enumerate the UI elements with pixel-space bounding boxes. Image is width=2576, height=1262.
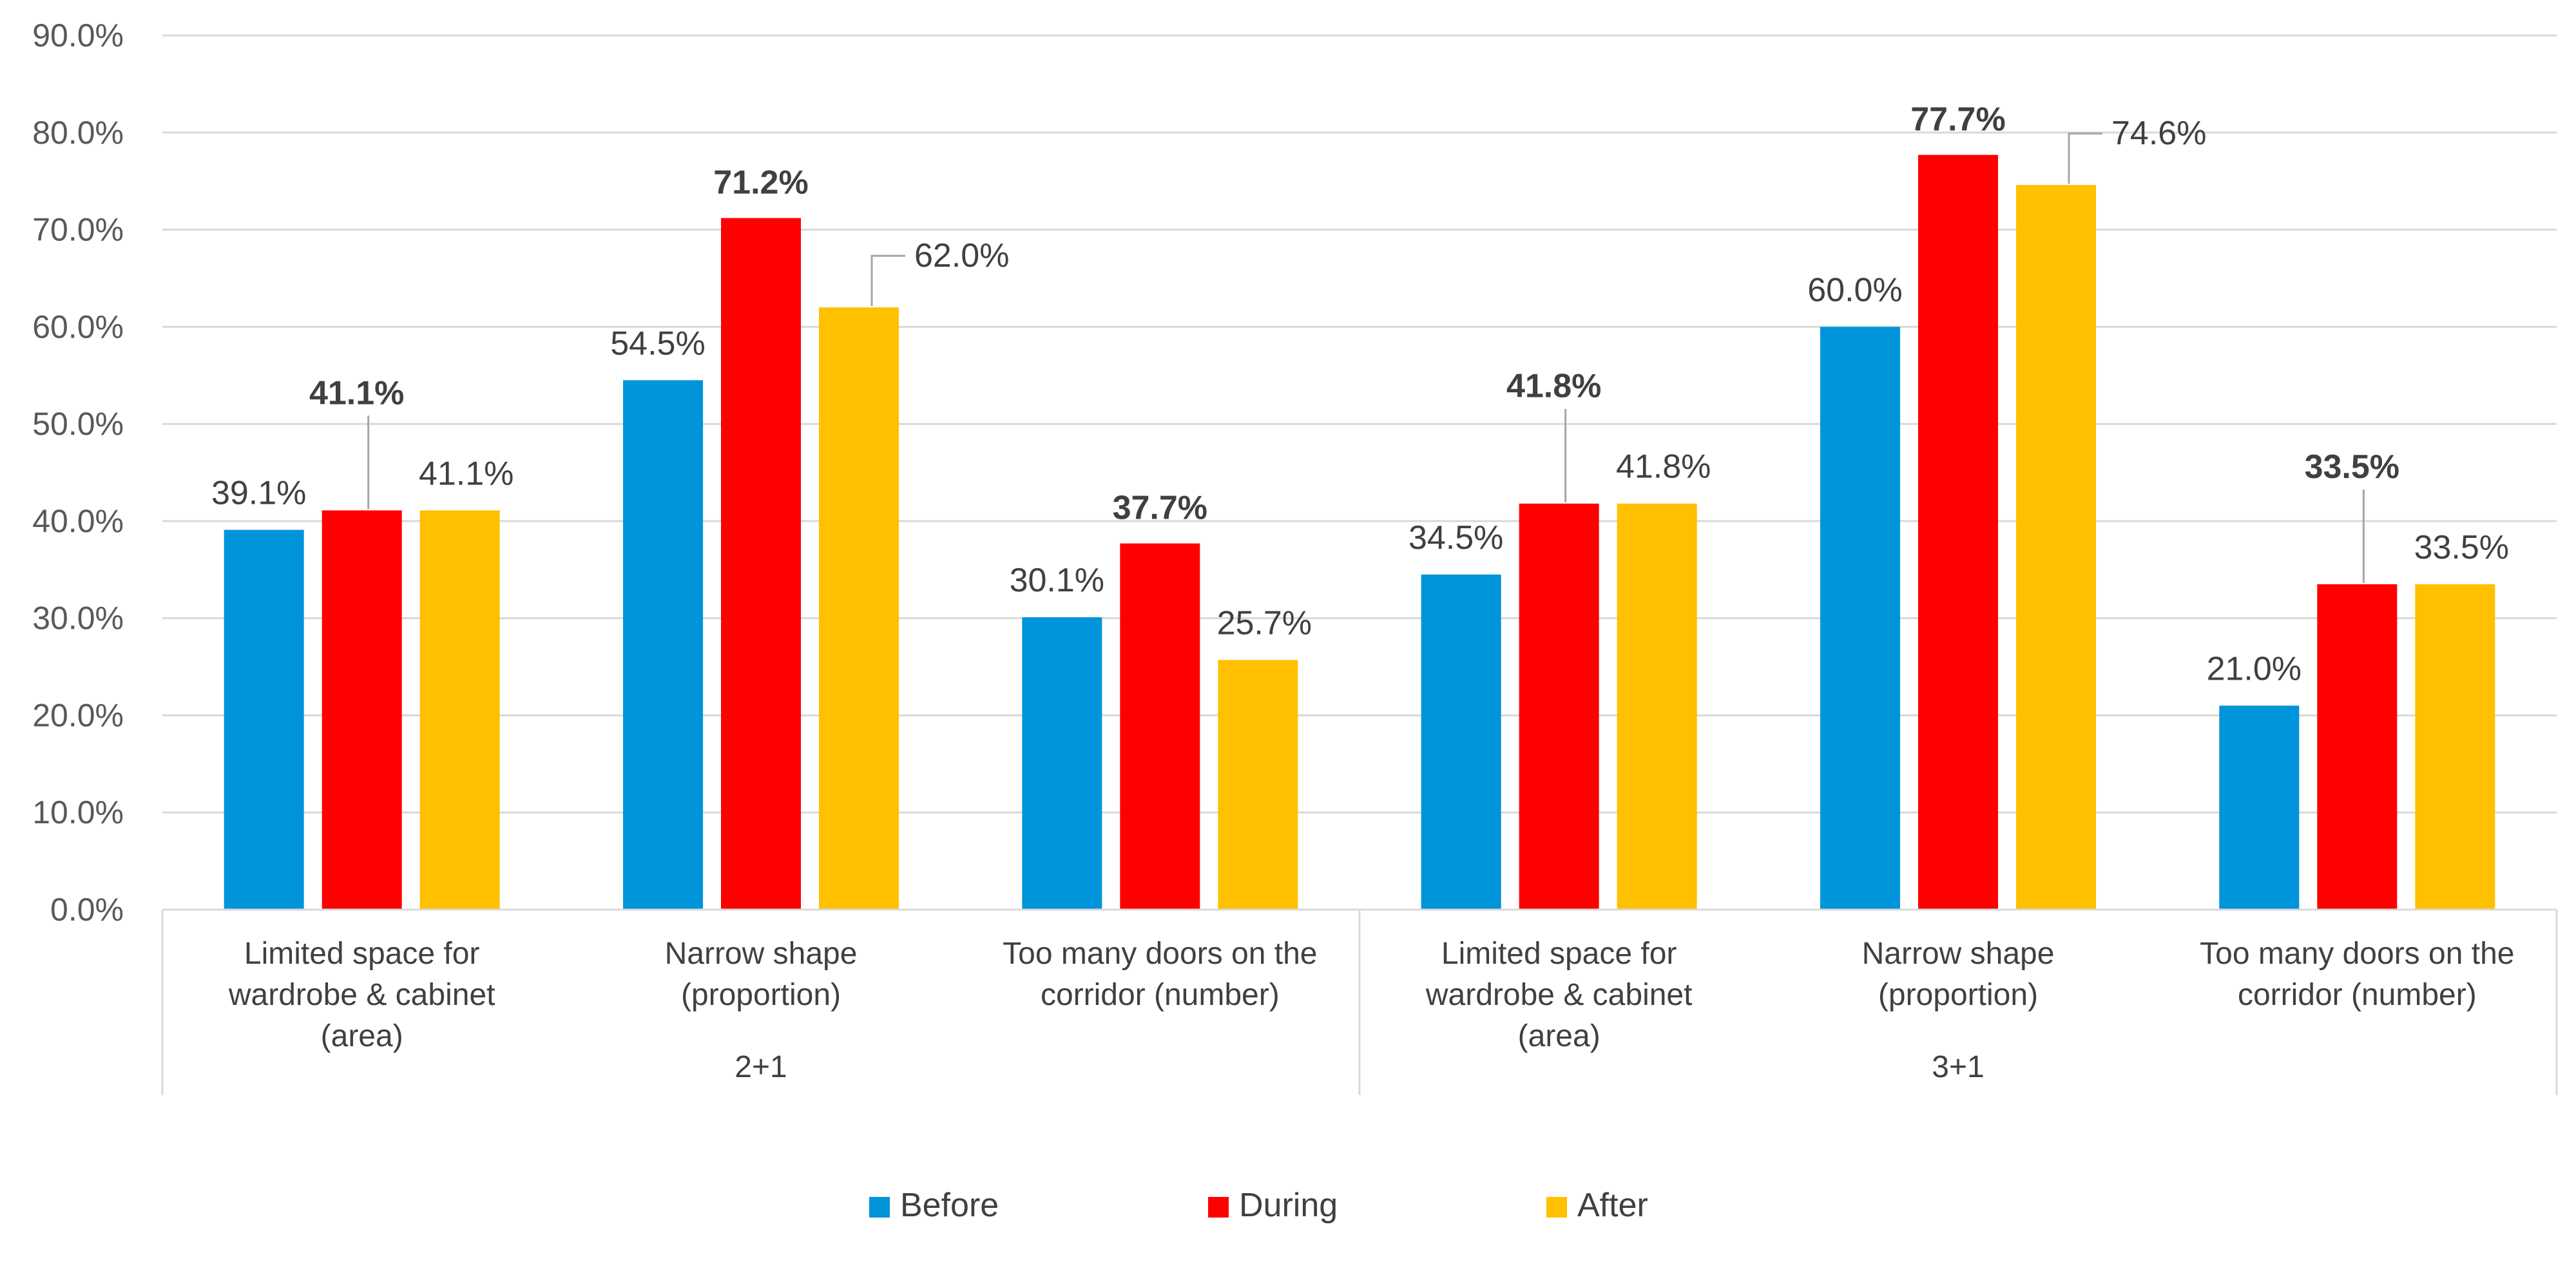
y-axis-ticks: 0.0% 10.0% 20.0% 30.0% 40.0% 50.0% 60.0% 70.0% 8… <box>32 17 124 928</box>
legend-swatch-during <box>1208 1197 1229 1218</box>
bar-during-1 <box>322 510 402 910</box>
y-tick-label: 80.0% <box>32 115 124 151</box>
group-label-1: 2+1 <box>735 1050 787 1084</box>
leader-line-after-2 <box>870 254 905 307</box>
bar-after-6 <box>2415 584 2495 910</box>
y-tick-label: 20.0% <box>32 697 124 733</box>
bar-before-5 <box>1820 327 1900 910</box>
y-tick-label: 0.0% <box>50 892 124 928</box>
x-axis: Limited space for wardrobe & cabinet (area… <box>161 908 2558 1095</box>
data-label-before-3: 30.1% <box>1010 562 1104 599</box>
bar-after-5 <box>2016 185 2096 910</box>
bar-after-4 <box>1617 503 1697 910</box>
category-label-4: Limited space for wardrobe & cabinet (area… <box>1425 937 1693 1053</box>
bar-after-2 <box>819 307 899 910</box>
bar-during-2 <box>721 218 801 910</box>
category-label-2: Narrow shape (proportion) <box>665 937 858 1012</box>
legend-swatch-before <box>869 1197 890 1218</box>
legend-label-after: After <box>1577 1187 1648 1224</box>
category-label-3: Too many doors on the corridor (number) <box>1003 937 1317 1012</box>
category-label-1: Limited space for wardrobe & cabinet (area… <box>228 937 495 1053</box>
bar-before-4 <box>1421 574 1501 910</box>
data-label-after-4: 41.8% <box>1616 448 1711 486</box>
data-label-before-5: 60.0% <box>1807 271 1902 309</box>
group-label-2: 3+1 <box>1932 1050 1984 1084</box>
bar-during-4 <box>1519 503 1599 910</box>
data-label-during-2: 71.2% <box>713 164 808 201</box>
data-label-after-2: 62.0% <box>914 237 1009 274</box>
category-label-6: Too many doors on the corridor (number) <box>2200 937 2514 1012</box>
data-label-during-6: 33.5% <box>2305 448 2399 486</box>
bar-before-6 <box>2219 705 2300 910</box>
data-label-before-6: 21.0% <box>2207 650 2302 687</box>
bar-after-1 <box>419 510 500 910</box>
legend-label-before: Before <box>900 1187 999 1224</box>
data-label-after-3: 25.7% <box>1217 605 1312 642</box>
y-tick-label: 40.0% <box>32 503 124 539</box>
legend-swatch-after <box>1546 1197 1567 1218</box>
y-tick-label: 90.0% <box>32 17 124 53</box>
bar-during-5 <box>1918 155 1998 910</box>
bar-before-2 <box>623 380 703 910</box>
bar-after-3 <box>1218 660 1298 910</box>
legend: Before During After <box>869 1187 1648 1224</box>
data-label-before-2: 54.5% <box>610 325 705 362</box>
y-tick-label: 50.0% <box>32 406 124 442</box>
bar-before-3 <box>1022 617 1102 910</box>
y-tick-label: 60.0% <box>32 309 124 345</box>
data-labels: 39.1% 41.1% 41.1% 54.5% 71.2% 62.0% 30.1%37.7%… <box>211 100 2509 687</box>
data-label-after-6: 33.5% <box>2414 529 2509 566</box>
leader-line-after-5 <box>2068 132 2102 184</box>
legend-label-during: During <box>1239 1187 1338 1224</box>
data-label-after-5: 74.6% <box>2111 115 2206 152</box>
y-tick-label: 70.0% <box>32 212 124 248</box>
bar-before-1 <box>224 530 304 910</box>
bars <box>224 155 2495 910</box>
data-label-during-3: 37.7% <box>1113 490 1207 527</box>
bar-during-3 <box>1120 543 1200 910</box>
y-tick-label: 30.0% <box>32 600 124 636</box>
data-label-during-4: 41.8% <box>1506 368 1601 405</box>
data-label-before-4: 34.5% <box>1408 519 1503 557</box>
category-label-5: Narrow shape (proportion) <box>1862 937 2055 1012</box>
y-tick-label: 10.0% <box>32 794 124 830</box>
data-label-during-1: 41.1% <box>309 374 404 412</box>
data-label-before-1: 39.1% <box>211 474 306 511</box>
gridlines <box>162 34 2557 911</box>
data-label-after-1: 41.1% <box>419 455 514 492</box>
bar-during-6 <box>2317 584 2398 910</box>
data-label-during-5: 77.7% <box>1910 100 2005 138</box>
